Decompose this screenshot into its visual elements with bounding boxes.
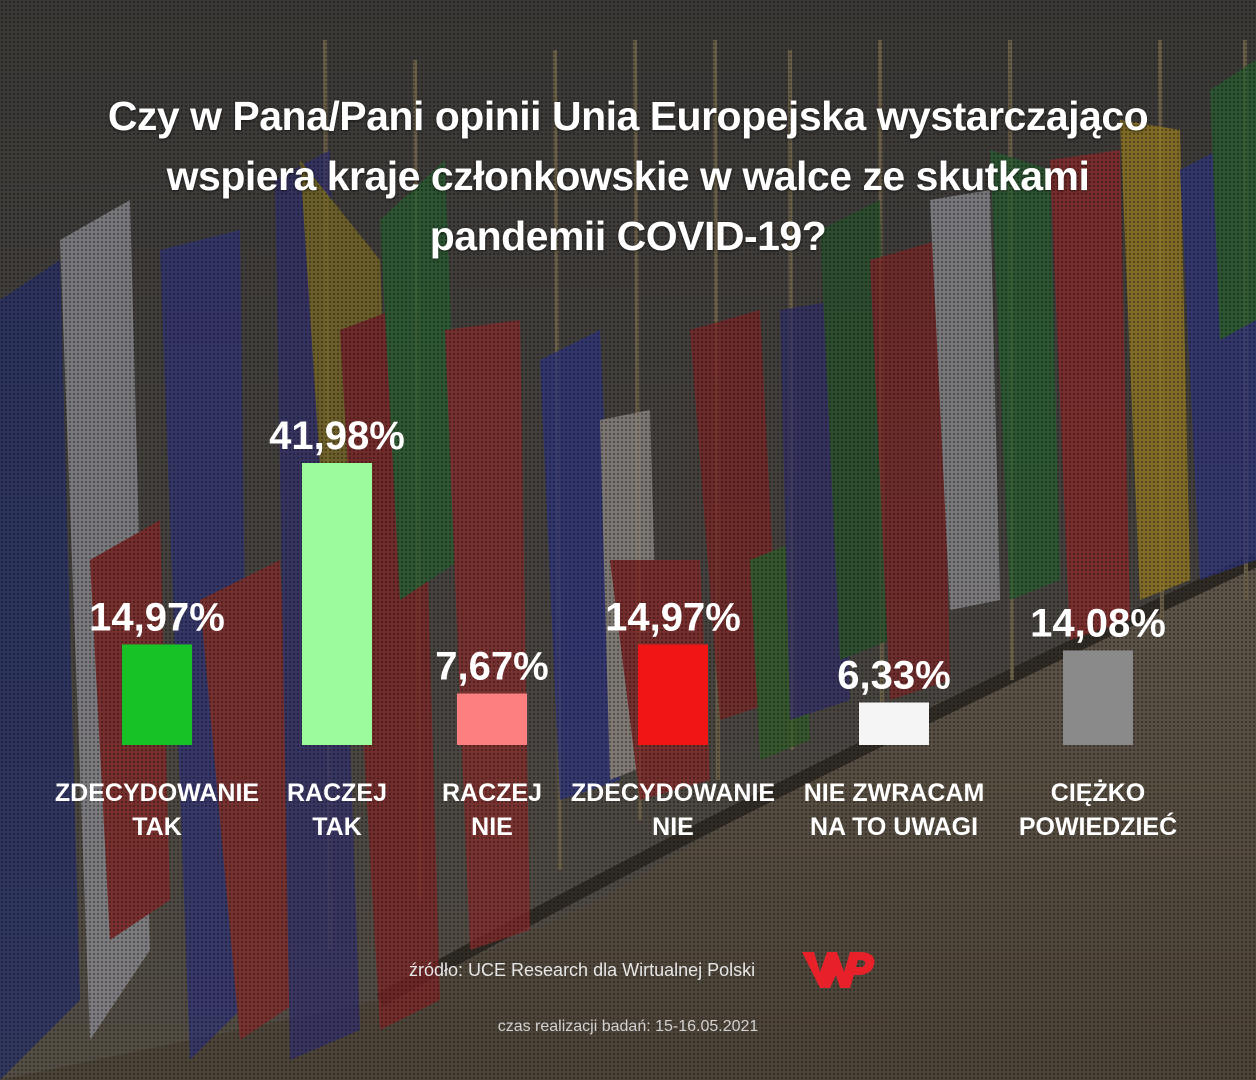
value-label-3: 14,97%: [605, 595, 741, 639]
chart-title-line-3: pandemii COVID-19?: [429, 213, 827, 259]
category-label-4-line-1: NA TO UWAGI: [810, 813, 978, 841]
bar-3: [638, 644, 708, 745]
category-label-0-line-1: TAK: [132, 813, 182, 841]
category-label-3-line-1: NIE: [652, 813, 694, 841]
bar-2: [457, 693, 527, 745]
chart-title-line-1: Czy w Pana/Pani opinii Unia Europejska w…: [107, 93, 1149, 139]
category-label-5-line-0: CIĘŻKO: [1051, 779, 1145, 807]
category-label-5-line-1: POWIEDZIEĆ: [1019, 811, 1177, 841]
chart-title: Czy w Pana/Pani opinii Unia Europejska w…: [40, 86, 1216, 266]
chart-title-line-2: wspiera kraje członkowskie w walce ze sk…: [166, 153, 1090, 199]
value-label-4: 6,33%: [837, 653, 950, 697]
value-label-0: 14,97%: [89, 595, 225, 639]
category-label-2-line-1: NIE: [471, 813, 513, 841]
bar-1: [302, 463, 372, 745]
bar-5: [1063, 650, 1133, 745]
bar-4: [859, 702, 929, 745]
source-note: źródło: UCE Research dla Wirtualnej Pols…: [409, 960, 756, 980]
category-label-2-line-0: RACZEJ: [442, 779, 542, 807]
wp-logo: [802, 952, 875, 988]
value-label-2: 7,67%: [435, 644, 548, 688]
bar-0: [122, 644, 192, 745]
category-label-0-line-0: ZDECYDOWANIE: [55, 779, 259, 807]
category-label-1-line-0: RACZEJ: [287, 779, 387, 807]
value-label-1: 41,98%: [269, 414, 405, 458]
category-label-3-line-0: ZDECYDOWANIE: [571, 779, 775, 807]
value-label-5: 14,08%: [1030, 601, 1166, 645]
survey-date-note: czas realizacji badań: 15-16.05.2021: [497, 1018, 759, 1035]
category-label-1-line-1: TAK: [312, 813, 362, 841]
category-label-4-line-0: NIE ZWRACAM: [804, 779, 985, 807]
